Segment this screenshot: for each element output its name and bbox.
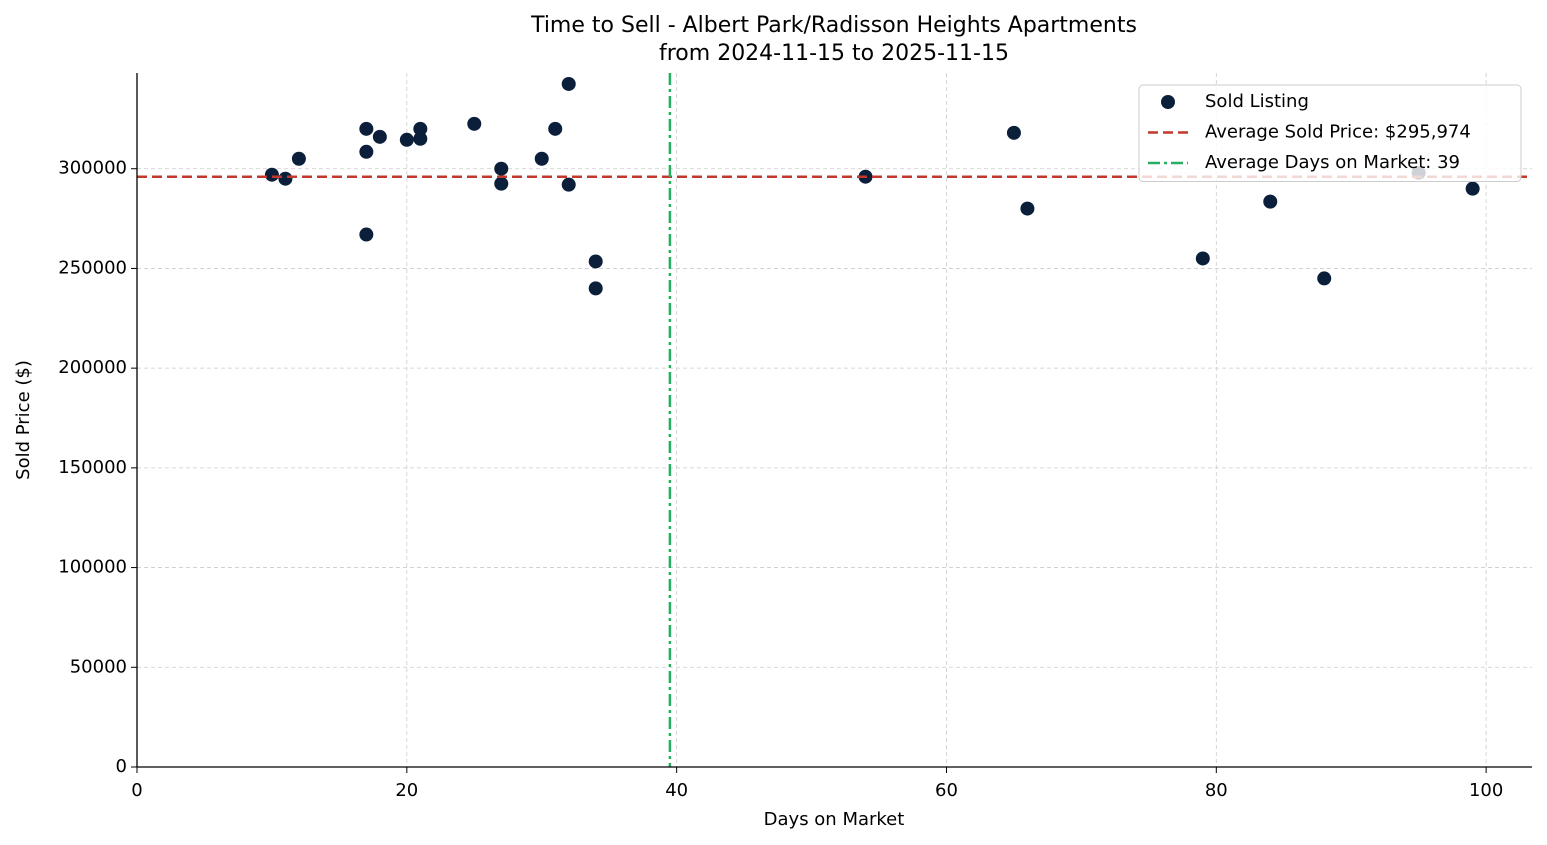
y-tick-label: 0 [116,756,127,777]
data-point [548,121,563,136]
data-point [1020,201,1035,216]
data-point [372,129,387,144]
x-tick-label: 20 [395,780,418,801]
x-tick-label: 40 [665,780,688,801]
y-tick-label: 50000 [70,656,127,677]
data-point [494,176,509,191]
x-tick-label: 100 [1469,780,1503,801]
data-point [467,116,482,131]
x-tick-label: 80 [1205,780,1228,801]
x-tick-label: 60 [935,780,958,801]
y-axis-label: Sold Price ($) [13,360,34,480]
data-point [561,177,576,192]
data-point [588,281,603,296]
data-point [264,167,279,182]
legend-marker [1161,95,1175,109]
data-point [588,254,603,269]
legend-box [1138,84,1522,182]
data-point [291,151,306,166]
y-tick-label: 150000 [58,457,127,478]
data-point [1465,181,1480,196]
data-point [359,144,374,159]
data-point [1263,194,1278,209]
chart-title: Time to Sell - Albert Park/Radisson Heig… [530,13,1137,38]
legend-label: Sold Listing [1205,91,1309,112]
data-point [494,161,509,176]
legend-label: Average Days on Market: 39 [1205,152,1460,173]
y-tick-label: 300000 [58,158,127,179]
data-point [278,171,293,186]
data-point [413,131,428,146]
y-tick-label: 250000 [58,257,127,278]
data-point [413,121,428,136]
data-point [1006,125,1021,140]
data-point [359,227,374,242]
data-point [399,132,414,147]
data-point [1317,271,1332,286]
data-point [1195,251,1210,266]
x-tick-label: 0 [131,780,142,801]
legend: Sold Listing Average Sold Price: $295,974… [1138,84,1522,182]
y-tick-label: 100000 [58,557,127,578]
data-point [561,76,576,91]
data-point [359,121,374,136]
data-point [534,151,549,166]
y-tick-label: 200000 [58,357,127,378]
x-axis-label: Days on Market [764,809,905,830]
chart-subtitle: from 2024-11-15 to 2025-11-15 [659,41,1009,66]
legend-label: Average Sold Price: $295,974 [1205,122,1471,143]
